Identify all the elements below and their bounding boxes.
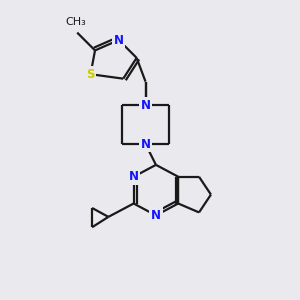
Text: N: N [151,209,161,222]
Text: N: N [114,34,124,46]
Text: N: N [140,138,151,151]
Text: N: N [140,99,151,112]
Text: N: N [129,170,139,183]
Text: S: S [86,68,95,81]
Text: CH₃: CH₃ [65,17,86,27]
